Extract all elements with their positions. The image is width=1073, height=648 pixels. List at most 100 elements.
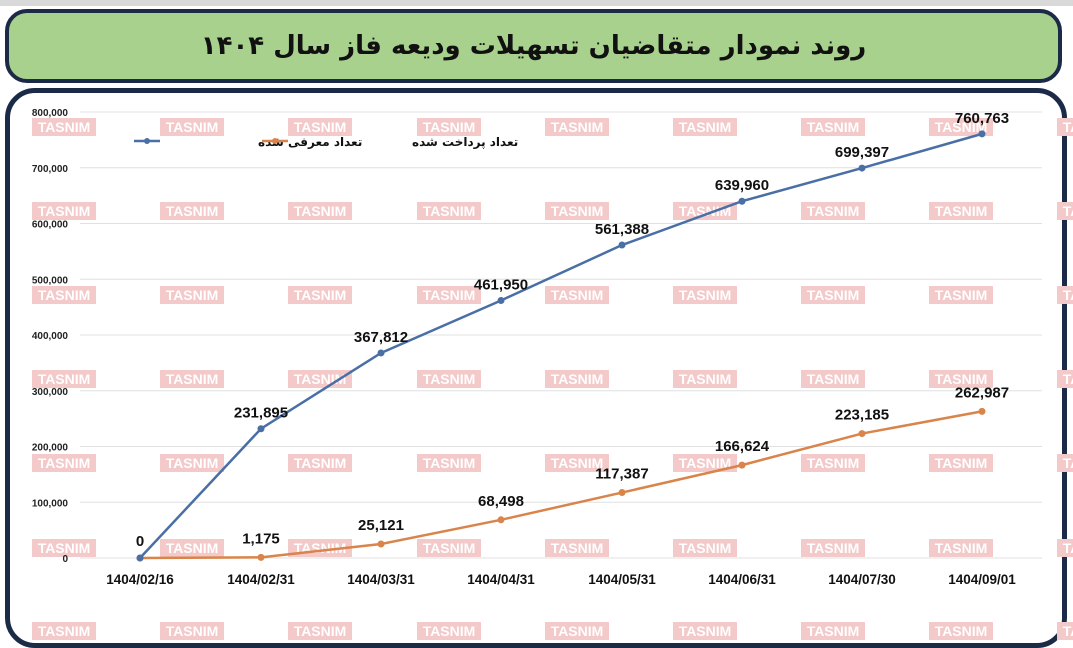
watermark-text: TASNIM bbox=[679, 203, 732, 219]
watermark bbox=[545, 454, 609, 472]
legend-label-introduced: تعداد معرفی شده bbox=[258, 135, 362, 149]
watermark bbox=[801, 118, 865, 136]
watermark-text: TASNIM bbox=[166, 287, 219, 303]
watermark-text: TASNIM bbox=[423, 203, 476, 219]
watermark bbox=[673, 539, 737, 557]
data-point[interactable] bbox=[257, 553, 265, 561]
watermark-text: TASNIM bbox=[807, 540, 860, 556]
data-point[interactable] bbox=[377, 540, 385, 548]
data-label: 699,397 bbox=[835, 144, 889, 161]
data-label: 68,498 bbox=[478, 493, 524, 510]
watermark bbox=[288, 454, 352, 472]
x-axis-tick: 1404/02/16 bbox=[106, 572, 174, 587]
watermark bbox=[673, 454, 737, 472]
watermark bbox=[801, 202, 865, 220]
watermark bbox=[545, 370, 609, 388]
watermark bbox=[160, 454, 224, 472]
data-point[interactable] bbox=[618, 489, 626, 497]
data-point[interactable] bbox=[738, 461, 746, 469]
series-line bbox=[139, 132, 983, 559]
watermark-text: TASNIM bbox=[38, 287, 91, 303]
watermark-text: TASNIM bbox=[935, 371, 988, 387]
watermark bbox=[417, 286, 481, 304]
x-axis-tick: 1404/02/31 bbox=[227, 572, 295, 587]
watermark-text: TASNIM bbox=[1063, 203, 1073, 219]
watermark-text: TASNIM bbox=[294, 623, 347, 639]
watermark-text: TASNIM bbox=[166, 203, 219, 219]
watermark-text: TASNIM bbox=[166, 455, 219, 471]
watermark-text: TASNIM bbox=[807, 371, 860, 387]
data-point[interactable] bbox=[257, 425, 265, 433]
series-line bbox=[139, 410, 983, 560]
watermark-text: TASNIM bbox=[551, 371, 604, 387]
x-axis-tick: 1404/04/31 bbox=[467, 572, 535, 587]
watermark bbox=[417, 454, 481, 472]
y-axis-tick: 400,000 bbox=[32, 331, 69, 342]
watermark bbox=[545, 118, 609, 136]
watermark-text: TASNIM bbox=[38, 455, 91, 471]
watermark bbox=[929, 454, 993, 472]
watermark-text: TASNIM bbox=[551, 119, 604, 135]
watermark-text: TASNIM bbox=[166, 371, 219, 387]
y-axis-tick: 700,000 bbox=[32, 164, 69, 175]
watermark bbox=[929, 539, 993, 557]
watermark-text: TASNIM bbox=[1063, 455, 1073, 471]
data-label: 639,960 bbox=[715, 177, 769, 194]
watermark-text: TASNIM bbox=[294, 287, 347, 303]
watermark-text: TASNIM bbox=[423, 371, 476, 387]
watermark-text: TASNIM bbox=[679, 623, 732, 639]
watermark-text: TASNIM bbox=[1063, 540, 1073, 556]
watermark-text: TASNIM bbox=[807, 287, 860, 303]
watermark-text: TASNIM bbox=[38, 540, 91, 556]
watermark bbox=[417, 202, 481, 220]
watermark-text: TASNIM bbox=[551, 623, 604, 639]
data-point[interactable] bbox=[978, 407, 986, 415]
chart-title: روند نمودار متقاضیان تسهیلات ودیعه فاز س… bbox=[200, 31, 867, 61]
watermark bbox=[32, 286, 96, 304]
watermark bbox=[288, 202, 352, 220]
data-point[interactable] bbox=[738, 197, 746, 205]
data-label: 760,763 bbox=[955, 110, 1009, 127]
watermark bbox=[545, 202, 609, 220]
watermark bbox=[673, 286, 737, 304]
watermark-text: TASNIM bbox=[38, 119, 91, 135]
top-strip bbox=[0, 0, 1073, 6]
watermark-text: TASNIM bbox=[1063, 623, 1073, 639]
watermark bbox=[801, 454, 865, 472]
watermark-text: TASNIM bbox=[551, 540, 604, 556]
watermark-text: TASNIM bbox=[679, 371, 732, 387]
data-point[interactable] bbox=[618, 241, 626, 249]
watermark bbox=[160, 202, 224, 220]
data-point[interactable] bbox=[858, 164, 866, 172]
watermark-text: TASNIM bbox=[166, 540, 219, 556]
watermark-text: TASNIM bbox=[679, 287, 732, 303]
watermark bbox=[801, 622, 865, 640]
watermark bbox=[1057, 454, 1073, 472]
watermark-text: TASNIM bbox=[935, 287, 988, 303]
watermark bbox=[545, 539, 609, 557]
watermark-text: TASNIM bbox=[807, 455, 860, 471]
watermark bbox=[1057, 622, 1073, 640]
watermark bbox=[673, 202, 737, 220]
legend-marker bbox=[272, 138, 278, 144]
y-axis-tick: 200,000 bbox=[32, 443, 69, 454]
watermark-text: TASNIM bbox=[807, 119, 860, 135]
watermark-text: TASNIM bbox=[166, 623, 219, 639]
watermark bbox=[32, 539, 96, 557]
watermark-text: TASNIM bbox=[294, 119, 347, 135]
data-point[interactable] bbox=[377, 349, 385, 357]
watermark bbox=[1057, 118, 1073, 136]
watermark bbox=[32, 454, 96, 472]
watermark bbox=[801, 370, 865, 388]
data-point[interactable] bbox=[978, 130, 986, 138]
data-point[interactable] bbox=[497, 516, 505, 524]
data-label: 1,175 bbox=[242, 530, 280, 547]
data-point[interactable] bbox=[858, 430, 866, 438]
data-point[interactable] bbox=[136, 554, 144, 562]
watermark bbox=[417, 622, 481, 640]
watermark-text: TASNIM bbox=[38, 203, 91, 219]
watermark bbox=[929, 370, 993, 388]
watermark-text: TASNIM bbox=[807, 623, 860, 639]
data-point[interactable] bbox=[497, 296, 505, 304]
watermark-text: TASNIM bbox=[166, 119, 219, 135]
